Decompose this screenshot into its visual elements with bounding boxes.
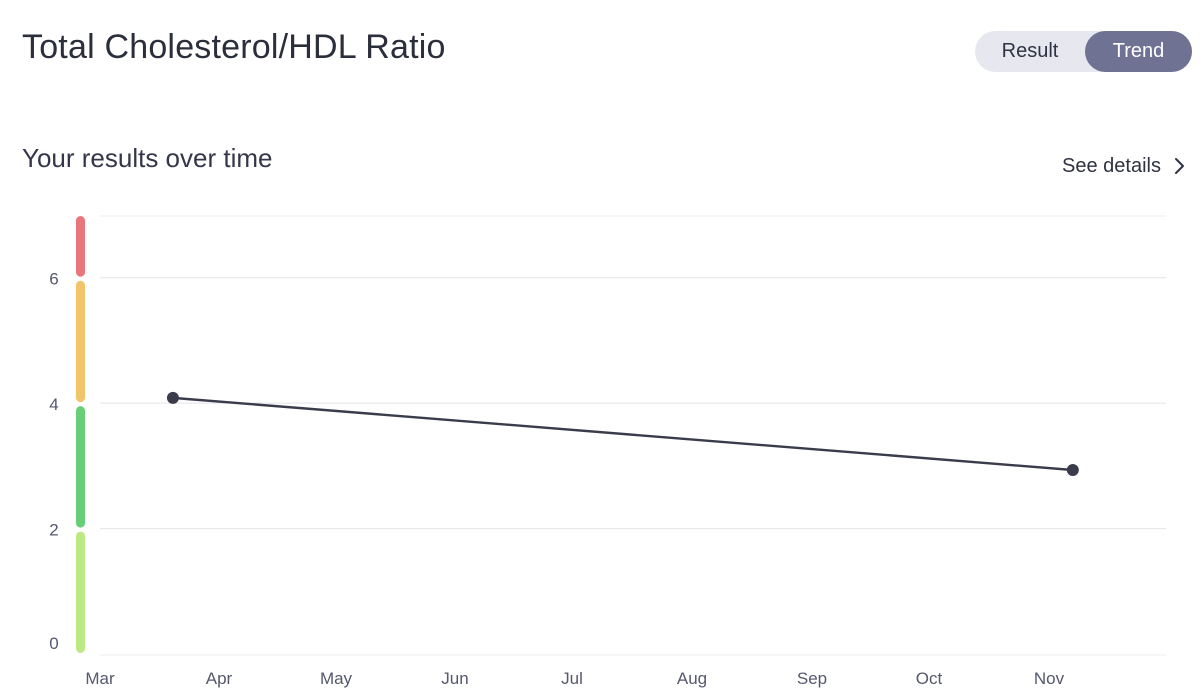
x-tick-label: Mar bbox=[85, 669, 115, 688]
x-tick-label: May bbox=[320, 669, 353, 688]
x-tick-label: Apr bbox=[206, 669, 233, 688]
chevron-right-icon bbox=[1171, 156, 1189, 176]
section-title: Your results over time bbox=[22, 143, 273, 173]
see-details-label: See details bbox=[1062, 154, 1161, 177]
series-line bbox=[171, 396, 1075, 472]
range-band bbox=[76, 216, 85, 277]
range-band bbox=[76, 531, 85, 653]
result-toggle-button[interactable]: Result bbox=[1001, 40, 1059, 62]
data-point bbox=[166, 391, 179, 404]
x-tick-label: Sep bbox=[797, 669, 827, 688]
y-tick-label: 2 bbox=[49, 521, 58, 540]
x-tick-label: Oct bbox=[916, 669, 943, 688]
page-title: Total Cholesterol/HDL Ratio bbox=[22, 28, 446, 66]
x-tick-label: Aug bbox=[677, 669, 707, 688]
range-band bbox=[76, 406, 85, 528]
x-tick-label: Jul bbox=[561, 669, 583, 688]
data-point bbox=[1066, 463, 1079, 476]
x-tick-label: Jun bbox=[441, 669, 468, 688]
see-details-link[interactable]: See details bbox=[1062, 152, 1189, 180]
y-tick-label: 6 bbox=[49, 270, 58, 289]
y-tick-label: 0 bbox=[49, 634, 58, 653]
range-band bbox=[76, 280, 85, 403]
trend-toggle-button[interactable]: Trend bbox=[1085, 31, 1192, 72]
x-tick-label: Nov bbox=[1034, 669, 1065, 688]
view-toggle: Result Trend bbox=[975, 31, 1192, 72]
y-tick-label: 4 bbox=[49, 395, 58, 414]
trend-chart: 0 2 4 6 Mar Apr May Jun Jul Aug Sep Oct Nov bbox=[49, 215, 1166, 688]
